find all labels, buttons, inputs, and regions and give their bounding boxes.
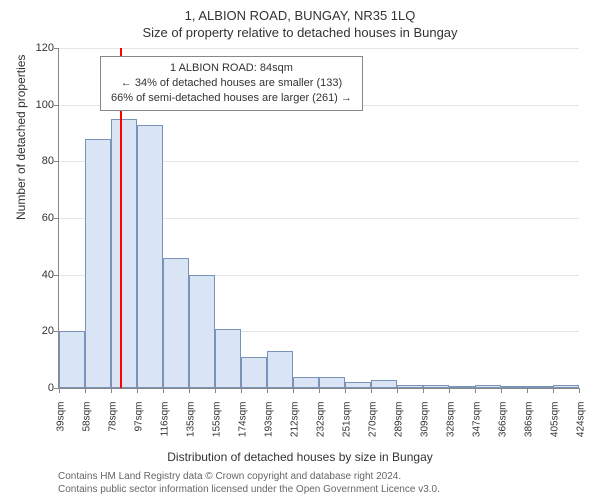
histogram-bar <box>163 258 189 388</box>
ytick-label: 60 <box>42 212 54 224</box>
histogram-bar <box>215 329 241 389</box>
chart-container: 1, ALBION ROAD, BUNGAY, NR35 1LQ Size of… <box>0 0 600 500</box>
xtick-mark <box>267 388 268 393</box>
xtick-mark <box>423 388 424 393</box>
histogram-bar <box>449 386 475 388</box>
histogram-bar <box>85 139 111 388</box>
xtick-label: 289sqm <box>394 402 405 442</box>
x-axis-label: Distribution of detached houses by size … <box>0 450 600 464</box>
histogram-bar <box>267 351 293 388</box>
xtick-mark <box>85 388 86 393</box>
histogram-bar <box>371 380 397 389</box>
histogram-bar <box>423 385 449 388</box>
xtick-label: 174sqm <box>238 402 249 442</box>
xtick-mark <box>137 388 138 393</box>
xtick-mark <box>319 388 320 393</box>
ytick-mark <box>54 218 59 219</box>
xtick-mark <box>345 388 346 393</box>
chart-title: 1, ALBION ROAD, BUNGAY, NR35 1LQ <box>0 0 600 23</box>
xtick-mark <box>59 388 60 393</box>
xtick-label: 116sqm <box>160 402 171 442</box>
xtick-label: 232sqm <box>316 402 327 442</box>
xtick-mark <box>475 388 476 393</box>
histogram-bar <box>59 331 85 388</box>
gridline <box>59 48 579 49</box>
chart-subtitle: Size of property relative to detached ho… <box>0 23 600 40</box>
xtick-mark <box>111 388 112 393</box>
xtick-label: 347sqm <box>472 402 483 442</box>
xtick-mark <box>215 388 216 393</box>
ytick-mark <box>54 48 59 49</box>
y-axis-label: Number of detached properties <box>14 55 28 220</box>
histogram-bar <box>293 377 319 388</box>
xtick-label: 251sqm <box>342 402 353 442</box>
xtick-label: 78sqm <box>108 402 119 442</box>
xtick-label: 366sqm <box>498 402 509 442</box>
footer: Contains HM Land Registry data © Crown c… <box>58 470 440 496</box>
histogram-bar <box>111 119 137 388</box>
xtick-mark <box>371 388 372 393</box>
histogram-bar <box>501 386 527 388</box>
histogram-bar <box>137 125 163 389</box>
xtick-mark <box>527 388 528 393</box>
ytick-label: 0 <box>48 382 54 394</box>
footer-line1: Contains HM Land Registry data © Crown c… <box>58 470 440 483</box>
xtick-label: 39sqm <box>56 402 67 442</box>
histogram-bar <box>475 385 501 388</box>
ytick-label: 80 <box>42 155 54 167</box>
footer-line2: Contains public sector information licen… <box>58 483 440 496</box>
ytick-label: 120 <box>36 42 54 54</box>
xtick-label: 193sqm <box>264 402 275 442</box>
xtick-label: 58sqm <box>82 402 93 442</box>
histogram-bar <box>189 275 215 388</box>
ytick-mark <box>54 105 59 106</box>
xtick-mark <box>397 388 398 393</box>
histogram-bar <box>319 377 345 388</box>
xtick-label: 386sqm <box>524 402 535 442</box>
ytick-label: 40 <box>42 269 54 281</box>
ytick-label: 20 <box>42 325 54 337</box>
xtick-mark <box>579 388 580 393</box>
xtick-label: 424sqm <box>576 402 587 442</box>
xtick-mark <box>449 388 450 393</box>
annotation-box: 1 ALBION ROAD: 84sqm ← 34% of detached h… <box>100 56 363 111</box>
ytick-mark <box>54 161 59 162</box>
histogram-bar <box>241 357 267 388</box>
histogram-bar <box>527 386 553 388</box>
histogram-bar <box>397 385 423 388</box>
ytick-mark <box>54 275 59 276</box>
xtick-mark <box>553 388 554 393</box>
histogram-bar <box>345 382 371 388</box>
xtick-label: 309sqm <box>420 402 431 442</box>
histogram-bar <box>553 385 579 388</box>
xtick-label: 155sqm <box>212 402 223 442</box>
xtick-label: 328sqm <box>446 402 457 442</box>
xtick-mark <box>163 388 164 393</box>
annotation-line1: 1 ALBION ROAD: 84sqm <box>111 61 352 76</box>
xtick-label: 212sqm <box>290 402 301 442</box>
xtick-mark <box>189 388 190 393</box>
xtick-mark <box>501 388 502 393</box>
xtick-label: 270sqm <box>368 402 379 442</box>
xtick-mark <box>241 388 242 393</box>
annotation-line3: 66% of semi-detached houses are larger (… <box>111 91 352 106</box>
xtick-label: 97sqm <box>134 402 145 442</box>
xtick-label: 135sqm <box>186 402 197 442</box>
annotation-line2: ← 34% of detached houses are smaller (13… <box>111 76 352 91</box>
xtick-mark <box>293 388 294 393</box>
ytick-label: 100 <box>36 99 54 111</box>
xtick-label: 405sqm <box>550 402 561 442</box>
